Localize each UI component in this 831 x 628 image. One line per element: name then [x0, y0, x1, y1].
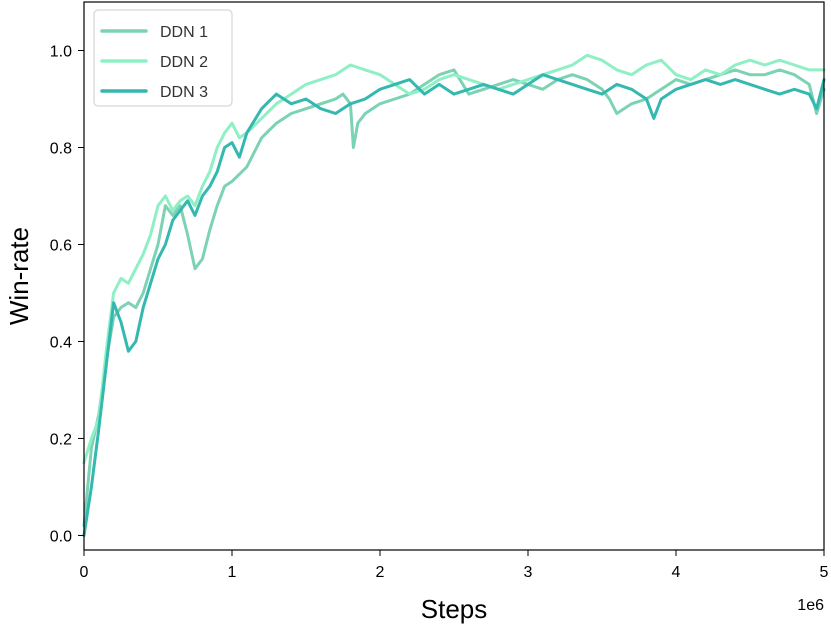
- legend-frame: [93, 9, 233, 107]
- series-line-1: [82, 68, 826, 528]
- legend: DDN 1 DDN 2 DDN 3: [93, 9, 233, 107]
- x-tick-label: 3: [524, 564, 533, 581]
- x-tick-label: 0: [80, 564, 89, 581]
- y-tick-label: 0.2: [50, 431, 72, 448]
- y-axis: 0.0 0.2 0.4 0.6 0.8 1.0: [50, 43, 84, 545]
- legend-label-2: DDN 2: [160, 54, 208, 71]
- x-tick-label: 2: [376, 564, 385, 581]
- y-axis-title: Win-rate: [4, 227, 34, 325]
- series-line-3: [82, 73, 826, 537]
- y-tick-label: 0.0: [50, 528, 72, 545]
- series-layer: [82, 53, 826, 537]
- y-tick-label: 0.6: [50, 237, 72, 254]
- y-tick-label: 0.4: [50, 334, 72, 351]
- y-tick-label: 1.0: [50, 43, 72, 60]
- x-axis-title: Steps: [421, 594, 488, 624]
- legend-label-3: DDN 3: [160, 84, 208, 101]
- x-tick-label: 5: [820, 564, 829, 581]
- plot-frame: [83, 1, 825, 551]
- x-offset-label: 1e6: [797, 597, 824, 614]
- legend-label-1: DDN 1: [160, 24, 208, 41]
- x-axis: 0 1 2 3 4 5: [80, 550, 829, 581]
- x-tick-label: 4: [672, 564, 681, 581]
- series-line-2: [82, 53, 826, 465]
- x-tick-label: 1: [228, 564, 237, 581]
- y-tick-label: 0.8: [50, 140, 72, 157]
